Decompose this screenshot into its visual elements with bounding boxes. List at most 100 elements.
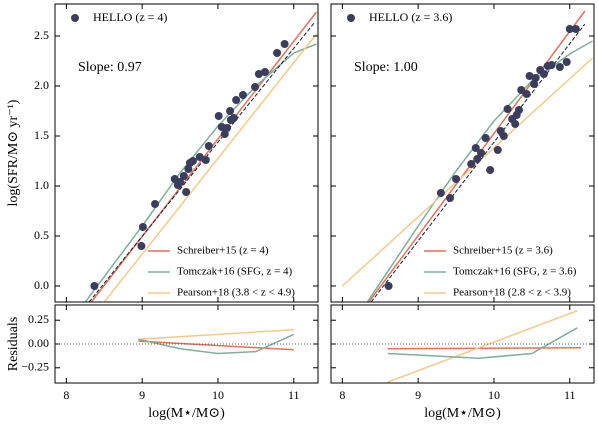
y-tick-label: −0.25 — [21, 360, 49, 374]
model-line — [387, 347, 582, 350]
plot-area — [138, 328, 295, 355]
legend-label: HELLO (z = 4) — [93, 10, 167, 24]
model-line — [370, 23, 586, 302]
data-point — [481, 134, 490, 142]
legend-label: Pearson+18 (3.8 < z < 4.9) — [177, 287, 295, 299]
legend-label: HELLO (z = 3.6) — [369, 10, 452, 24]
data-point — [223, 124, 232, 132]
plot-area — [341, 10, 593, 302]
data-point — [565, 25, 574, 33]
data-point — [254, 70, 263, 78]
model-line — [387, 310, 578, 383]
data-point — [137, 242, 146, 250]
data-point — [522, 90, 531, 98]
model-line — [138, 328, 294, 340]
x-tick-label: 8 — [339, 388, 345, 402]
data-point — [195, 153, 204, 161]
annotation: Slope: 0.97 — [78, 60, 142, 75]
y-tick-label: 1.5 — [34, 128, 49, 142]
plot-area — [387, 310, 582, 383]
data-point — [138, 223, 147, 231]
y-tick-label: 1.0 — [34, 178, 49, 192]
data-point — [260, 68, 269, 76]
legend-label: Schreiber+15 (z = 3.6) — [453, 245, 553, 257]
data-point — [562, 58, 571, 66]
y-tick-label: 0.0 — [34, 278, 49, 292]
legend-label: Schreiber+15 (z = 4) — [177, 245, 269, 257]
data-point — [214, 112, 223, 120]
data-point — [503, 105, 512, 113]
model-line — [366, 40, 593, 302]
plot-frame — [54, 3, 319, 303]
data-point — [204, 142, 213, 150]
x-axis-label: log(M⋆/M⊙) — [424, 406, 501, 421]
x-tick-label: 9 — [415, 388, 421, 402]
model-line — [341, 57, 593, 287]
data-point — [220, 130, 229, 138]
y-tick-label: 0.5 — [34, 228, 49, 242]
data-point — [229, 114, 238, 122]
data-point — [525, 72, 534, 80]
y-axis-label: log(SFR/M⊙ yr⁻¹) — [6, 99, 21, 206]
data-point — [188, 157, 197, 165]
y-tick-label: 2.5 — [34, 28, 49, 42]
legend-marker — [347, 14, 355, 22]
x-tick-label: 10 — [212, 388, 224, 402]
data-point — [514, 106, 523, 114]
data-point — [467, 160, 476, 168]
x-tick-label: 11 — [564, 388, 576, 402]
data-point — [477, 149, 486, 157]
data-point — [176, 178, 185, 186]
data-point — [90, 282, 99, 290]
data-point — [539, 70, 548, 78]
data-point — [531, 74, 540, 82]
data-point — [511, 120, 520, 128]
legend-marker — [71, 14, 79, 22]
x-tick-label: 11 — [288, 388, 300, 402]
y-tick-label: 0.00 — [28, 336, 49, 350]
model-line — [387, 327, 578, 360]
data-point — [452, 175, 461, 183]
legend-label: Tomczak+16 (SFG, z = 3.6) — [453, 266, 577, 278]
data-point — [251, 83, 260, 91]
data-point — [473, 155, 482, 163]
data-point — [232, 96, 241, 104]
data-point — [151, 200, 160, 208]
x-tick-label: 8 — [63, 388, 69, 402]
data-point — [184, 165, 193, 173]
data-point — [530, 80, 539, 88]
model-line — [103, 33, 318, 302]
data-point — [436, 189, 445, 197]
y-axis-label: Residuals — [6, 317, 21, 371]
plot-frame — [330, 304, 595, 384]
data-point — [555, 63, 564, 71]
x-tick-label: 10 — [488, 388, 500, 402]
data-point — [471, 144, 480, 152]
model-line — [138, 333, 295, 355]
data-point — [238, 91, 247, 99]
plot-area — [84, 11, 318, 302]
data-point — [201, 156, 210, 164]
annotation: Slope: 1.00 — [354, 60, 418, 75]
legend-label: Tomczak+16 (SFG, z = 4) — [177, 266, 293, 278]
data-point — [179, 172, 188, 180]
plot-frame — [54, 304, 319, 384]
data-point — [547, 61, 556, 69]
data-point — [384, 282, 393, 290]
data-point — [571, 25, 580, 33]
y-tick-label: 2.0 — [34, 78, 49, 92]
data-point — [493, 146, 502, 154]
plot-frame — [330, 3, 595, 303]
data-point — [486, 166, 495, 174]
data-point — [445, 194, 454, 202]
data-point — [499, 132, 508, 140]
data-point — [226, 107, 235, 115]
data-point — [280, 40, 289, 48]
y-tick-label: 0.25 — [28, 312, 49, 326]
data-point — [182, 188, 191, 196]
legend-label: Pearson+18 (2.8 < z < 3.9) — [453, 287, 571, 299]
data-point — [273, 49, 282, 57]
x-axis-label: log(M⋆/M⊙) — [148, 406, 225, 421]
model-line — [138, 340, 294, 351]
